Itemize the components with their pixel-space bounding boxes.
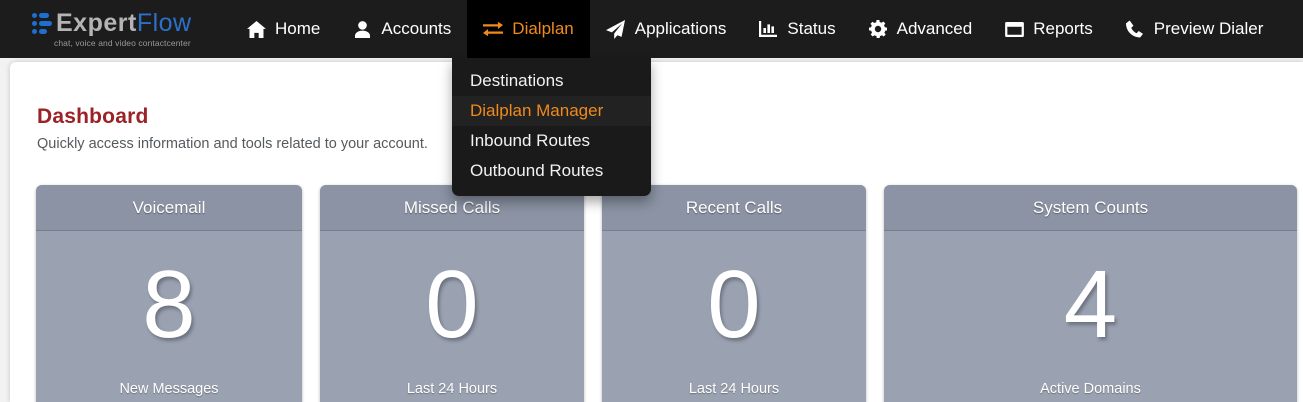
top-navbar: Expert Flow chat, voice and video contac… <box>0 0 1303 58</box>
card-value: 0 <box>707 251 761 358</box>
phone-icon <box>1125 19 1145 39</box>
nav-label: Home <box>275 19 321 38</box>
card-recent-calls[interactable]: Recent Calls 0 Last 24 Hours <box>602 185 866 402</box>
page-subtitle: Quickly access information and tools rel… <box>37 136 428 152</box>
dropdown-item-inbound-routes[interactable]: Inbound Routes <box>470 131 591 150</box>
nav-label: Preview Dialer <box>1153 19 1264 38</box>
dialplan-dropdown-menu: Destinations Dialplan Manager Inbound Ro… <box>452 58 651 196</box>
card-value: 8 <box>142 251 196 358</box>
nav-item-accounts[interactable]: Accounts <box>336 0 467 58</box>
user-icon <box>352 19 372 39</box>
dashboard-cards: Voicemail 8 New Messages Missed Calls 0 … <box>36 185 1297 402</box>
card-voicemail[interactable]: Voicemail 8 New Messages <box>36 185 302 402</box>
card-body: 0 Last 24 Hours <box>602 231 866 402</box>
nav-item-home[interactable]: Home <box>230 0 336 58</box>
window-icon <box>1004 19 1024 39</box>
paper-plane-icon <box>606 19 626 39</box>
nav-item-status[interactable]: Status <box>742 0 851 58</box>
bar-chart-icon <box>758 19 778 39</box>
nav-label: Dialplan <box>512 19 574 38</box>
card-title: Recent Calls <box>602 185 866 231</box>
home-icon <box>246 19 266 39</box>
nav-label: Applications <box>634 19 727 38</box>
brand-tagline: chat, voice and video contactcenter <box>54 37 191 48</box>
nav-label: Advanced <box>896 19 973 38</box>
content-panel: Dashboard Quickly access information and… <box>10 62 1303 402</box>
brand-name-secondary: Flow <box>136 8 192 37</box>
nav-label: Status <box>787 19 836 38</box>
nav-item-dialplan[interactable]: Dialplan <box>467 0 590 58</box>
nav-items: Home Accounts Dialplan Applications <box>230 0 1279 58</box>
dropdown-item-outbound-routes[interactable]: Outbound Routes <box>470 161 604 180</box>
nav-item-reports[interactable]: Reports <box>988 0 1109 58</box>
card-missed-calls[interactable]: Missed Calls 0 Last 24 Hours <box>320 185 584 402</box>
card-caption: New Messages <box>119 381 219 397</box>
nav-item-advanced[interactable]: Advanced <box>852 0 989 58</box>
list-bars-icon <box>32 12 52 34</box>
card-value: 4 <box>1063 251 1118 358</box>
brand-logo[interactable]: Expert Flow chat, voice and video contac… <box>32 8 200 48</box>
brand-name-primary: Expert <box>56 8 137 37</box>
card-body: 8 New Messages <box>36 231 302 402</box>
nav-label: Accounts <box>381 19 452 38</box>
card-title: System Counts <box>884 185 1297 231</box>
card-caption: Last 24 Hours <box>688 381 780 397</box>
nav-item-applications[interactable]: Applications <box>590 0 743 58</box>
dropdown-item-destinations[interactable]: Destinations <box>470 71 564 90</box>
page-title: Dashboard <box>37 105 149 128</box>
card-system-counts[interactable]: System Counts 4 Active Domains <box>884 185 1297 402</box>
card-caption: Active Domains <box>1040 381 1141 397</box>
dropdown-item-dialplan-manager[interactable]: Dialplan Manager <box>452 96 651 126</box>
card-body: 4 Active Domains <box>884 231 1297 402</box>
nav-label: Reports <box>1033 19 1093 38</box>
exchange-icon <box>483 19 504 39</box>
gear-icon <box>868 19 888 39</box>
card-caption: Last 24 Hours <box>406 381 498 397</box>
nav-item-preview-dialer[interactable]: Preview Dialer <box>1109 0 1280 58</box>
card-body: 0 Last 24 Hours <box>320 231 584 402</box>
card-title: Voicemail <box>36 185 302 231</box>
card-value: 0 <box>425 251 479 358</box>
